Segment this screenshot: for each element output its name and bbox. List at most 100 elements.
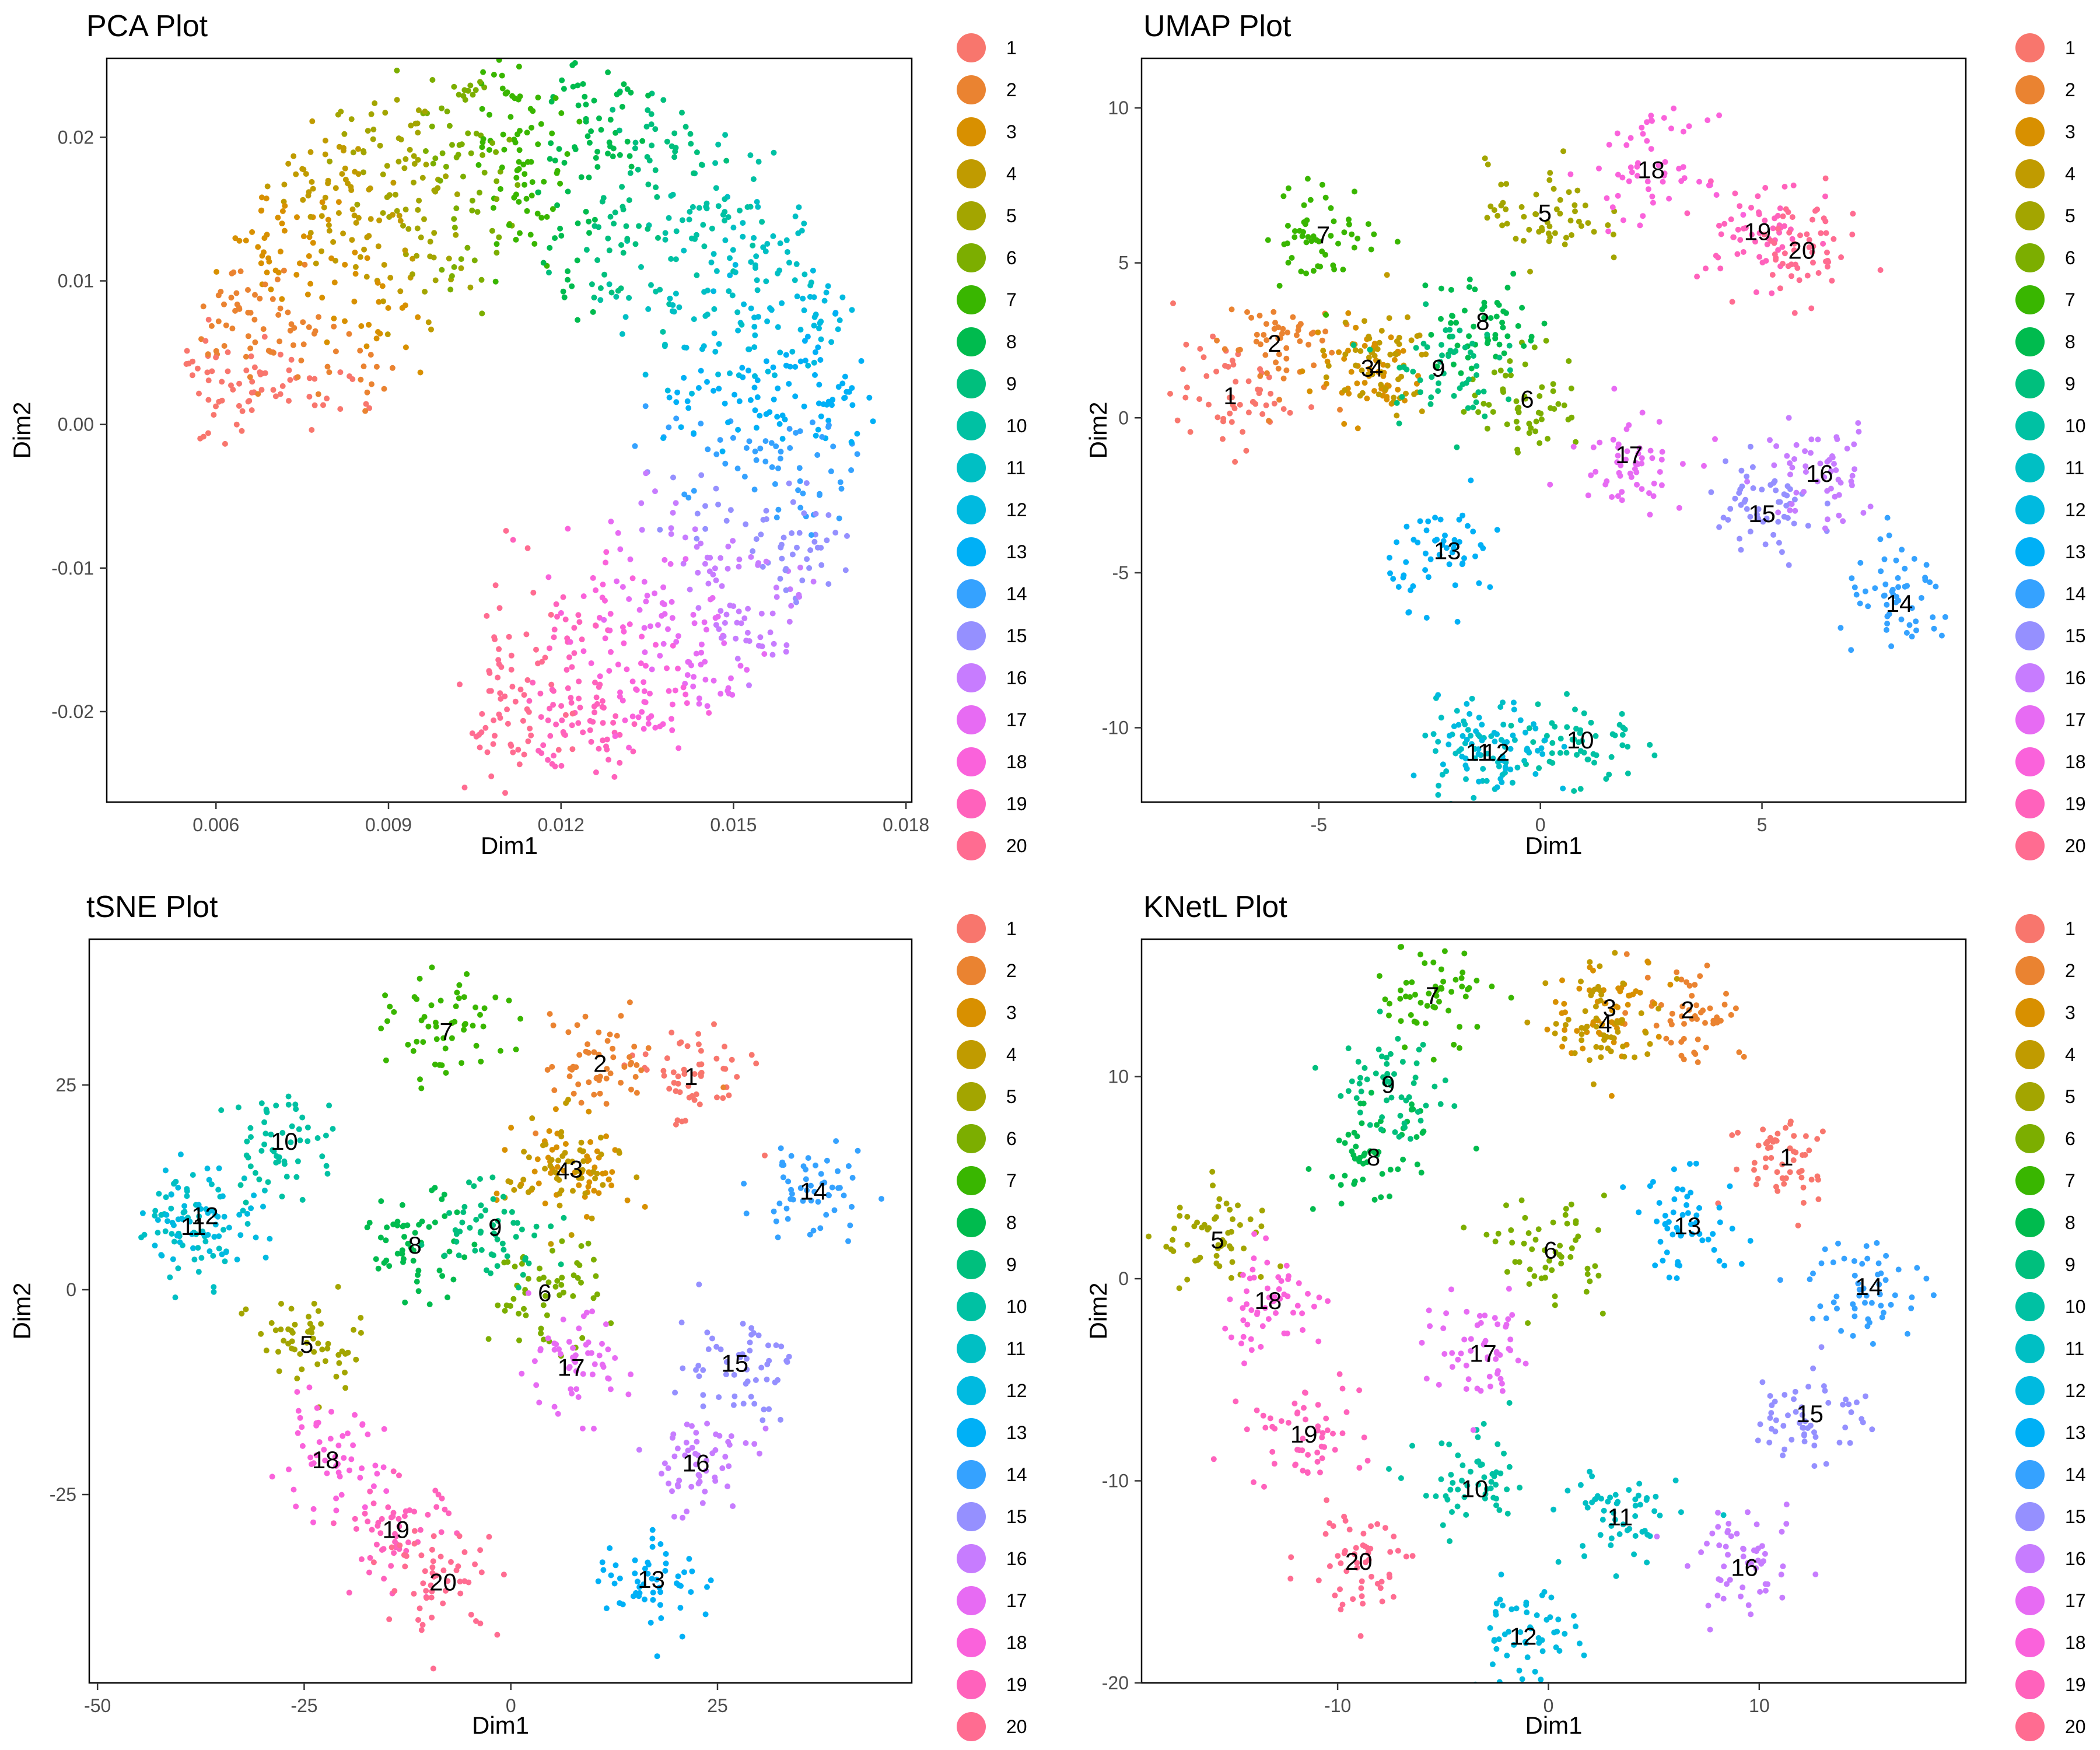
data-point	[1888, 1301, 1894, 1308]
data-point	[1800, 1200, 1807, 1206]
data-point	[1427, 1323, 1433, 1329]
data-point	[1376, 391, 1382, 398]
data-point	[712, 565, 718, 572]
data-point	[550, 702, 556, 708]
data-point	[1615, 1004, 1621, 1010]
data-point	[803, 1166, 808, 1172]
data-point	[1612, 1517, 1618, 1523]
panel-2: UMAP Plot-5 0 5-10-50510Dim1Dim21234567891…	[1084, 9, 2086, 860]
data-point	[1526, 725, 1532, 732]
data-point	[1862, 1300, 1868, 1306]
data-point	[1521, 343, 1527, 349]
data-point	[1892, 1292, 1898, 1298]
data-point	[1720, 514, 1727, 521]
data-point	[722, 1044, 727, 1050]
data-point	[694, 149, 700, 156]
data-point	[1504, 1486, 1510, 1493]
data-point	[489, 228, 495, 234]
data-point	[1573, 1218, 1579, 1224]
data-point	[674, 1482, 681, 1488]
data-point	[638, 1067, 645, 1073]
data-point	[590, 1295, 597, 1301]
data-point	[1653, 1493, 1659, 1500]
data-point	[366, 1569, 372, 1576]
data-point	[793, 261, 800, 267]
data-point	[712, 1474, 718, 1480]
legend-swatch	[957, 1124, 986, 1153]
data-point	[1860, 510, 1867, 516]
data-point	[628, 1086, 634, 1093]
data-point	[558, 1261, 564, 1268]
data-point	[314, 1135, 321, 1141]
data-point	[237, 1182, 244, 1188]
data-point	[306, 375, 313, 382]
data-point	[608, 649, 614, 655]
data-point	[1760, 1558, 1766, 1564]
data-point	[439, 267, 445, 273]
data-point	[762, 1152, 768, 1158]
data-point	[769, 652, 776, 658]
data-point	[645, 107, 651, 113]
data-point	[619, 104, 625, 110]
data-point	[1725, 517, 1731, 523]
data-point	[561, 1214, 567, 1221]
data-point	[1209, 1168, 1216, 1175]
data-point	[1506, 1400, 1513, 1406]
data-point	[243, 368, 250, 373]
data-point	[557, 1351, 564, 1357]
data-point	[472, 1248, 478, 1254]
data-point	[359, 1465, 365, 1472]
data-point	[1815, 270, 1822, 276]
data-point	[477, 1012, 483, 1018]
data-point	[702, 313, 709, 319]
data-point	[1535, 1226, 1542, 1233]
data-point	[1620, 1184, 1626, 1191]
data-point	[813, 1162, 818, 1168]
data-point	[396, 1516, 402, 1522]
data-point	[387, 275, 394, 281]
data-point	[285, 309, 291, 316]
data-point	[711, 306, 718, 312]
data-point	[634, 1090, 640, 1096]
data-point	[1653, 1023, 1660, 1029]
data-point	[824, 1157, 830, 1164]
data-point	[564, 151, 570, 157]
data-point	[333, 1495, 340, 1502]
data-point	[1455, 1452, 1461, 1458]
data-point	[1748, 205, 1754, 211]
data-point	[370, 1483, 377, 1489]
data-point	[1855, 420, 1861, 426]
data-point	[1775, 519, 1782, 525]
data-point	[585, 1240, 592, 1247]
data-point	[1822, 1246, 1828, 1252]
data-point	[245, 287, 251, 293]
data-point	[1867, 503, 1874, 510]
data-point	[377, 1530, 384, 1536]
data-point	[747, 1339, 753, 1346]
data-point	[1859, 1261, 1866, 1267]
data-point	[625, 1391, 632, 1398]
data-point	[519, 1226, 525, 1233]
data-point	[1628, 164, 1634, 170]
legend-label: 5	[2065, 205, 2076, 226]
data-point	[1563, 750, 1570, 756]
data-point	[1458, 746, 1464, 752]
data-point	[480, 1023, 487, 1030]
data-point	[569, 746, 576, 752]
data-point	[1849, 575, 1855, 582]
data-point	[808, 1198, 814, 1204]
data-point	[565, 526, 571, 532]
data-point	[1511, 1642, 1517, 1648]
data-point	[1850, 1301, 1856, 1307]
y-tick-label: 25	[55, 1074, 76, 1096]
data-point	[670, 474, 676, 481]
data-point	[1440, 538, 1447, 544]
data-point	[1544, 1026, 1550, 1032]
data-point	[1468, 733, 1474, 739]
data-point	[180, 1216, 186, 1223]
data-point	[1644, 119, 1650, 125]
data-point	[1374, 346, 1381, 352]
data-point	[290, 153, 297, 159]
data-point	[1853, 592, 1860, 598]
data-point	[1507, 358, 1513, 364]
